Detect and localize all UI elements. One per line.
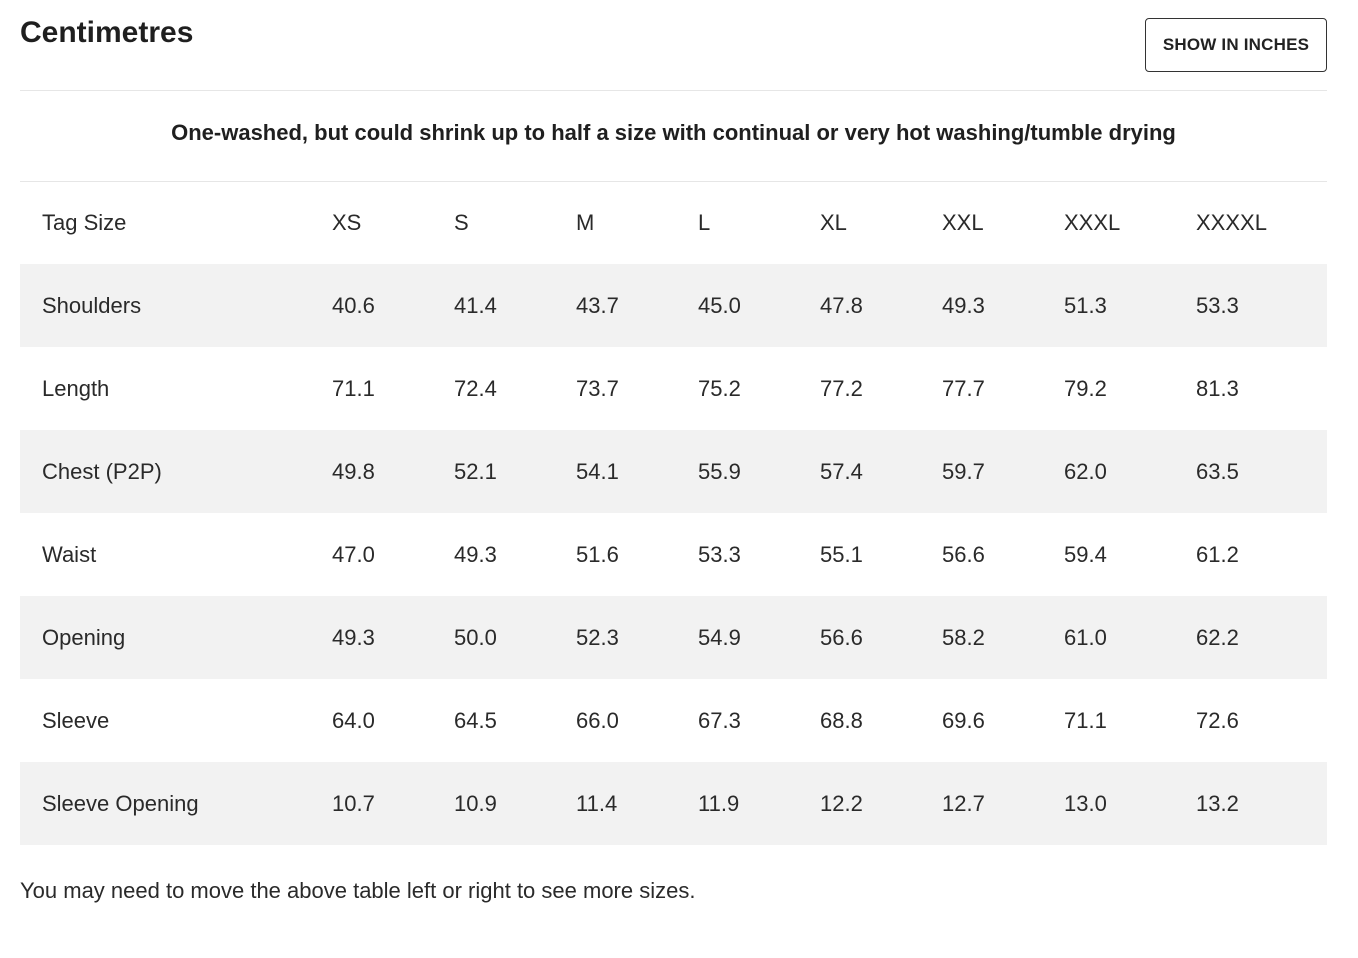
table-cell: 56.6 <box>942 541 985 567</box>
row-label: Shoulders <box>42 292 142 318</box>
table-cell: 71.1 <box>1064 707 1107 733</box>
table-cell: 75.2 <box>698 375 741 401</box>
table-cell: 59.7 <box>942 458 985 484</box>
table-header-cell: L <box>698 210 711 235</box>
table-header-row: Tag Size XS S M L XL XXL XXXL XXXXL <box>20 182 1327 264</box>
table-cell: 13.2 <box>1196 790 1239 816</box>
table-cell: 40.6 <box>332 292 375 318</box>
table-cell: 61.0 <box>1064 624 1107 650</box>
unit-title: Centimetres <box>20 16 194 49</box>
table-header-cell: S <box>454 210 469 235</box>
table-cell: 58.2 <box>942 624 985 650</box>
table-cell: 54.9 <box>698 624 741 650</box>
table-cell: 49.3 <box>942 292 985 318</box>
table-cell: 59.4 <box>1064 541 1107 567</box>
row-label: Chest (P2P) <box>42 458 162 484</box>
table-cell: 73.7 <box>576 375 619 401</box>
table-cell: 61.2 <box>1196 541 1239 567</box>
table-cell: 52.3 <box>576 624 619 650</box>
row-label: Sleeve Opening <box>42 790 199 816</box>
table-cell: 53.3 <box>698 541 741 567</box>
table-cell: 77.2 <box>820 375 863 401</box>
table-cell: 53.3 <box>1196 292 1239 318</box>
show-in-inches-button[interactable]: SHOW IN INCHES <box>1145 18 1327 72</box>
table-header-cell: XL <box>820 210 847 235</box>
table-row: Sleeve Opening 10.7 10.9 11.4 11.9 12.2 … <box>20 762 1327 845</box>
table-cell: 51.3 <box>1064 292 1107 318</box>
row-label: Waist <box>42 541 97 567</box>
table-cell: 49.3 <box>332 624 375 650</box>
table-cell: 12.2 <box>820 790 863 816</box>
table-row: Opening 49.3 50.0 52.3 54.9 56.6 58.2 61… <box>20 596 1327 679</box>
table-cell: 79.2 <box>1064 375 1107 401</box>
table-cell: 12.7 <box>942 790 985 816</box>
table-cell: 62.2 <box>1196 624 1239 650</box>
table-cell: 54.1 <box>576 458 619 484</box>
table-header-cell: XS <box>332 210 362 235</box>
table-cell: 67.3 <box>698 707 741 733</box>
table-cell: 11.4 <box>576 790 618 816</box>
table-cell: 57.4 <box>820 458 863 484</box>
table-cell: 47.8 <box>820 292 863 318</box>
table-cell: 68.8 <box>820 707 863 733</box>
table-cell: 10.7 <box>332 790 375 816</box>
table-row: Length 71.1 72.4 73.7 75.2 77.2 77.7 79.… <box>20 347 1327 430</box>
table-row: Sleeve 64.0 64.5 66.0 67.3 68.8 69.6 71.… <box>20 679 1327 762</box>
table-cell: 72.6 <box>1196 707 1239 733</box>
table-header-cell: Tag Size <box>42 210 127 235</box>
row-label: Length <box>42 375 110 401</box>
table-cell: 49.3 <box>454 541 497 567</box>
table-cell: 66.0 <box>576 707 619 733</box>
table-cell: 71.1 <box>332 375 375 401</box>
row-label: Sleeve <box>42 707 110 733</box>
table-row: Shoulders 40.6 41.4 43.7 45.0 47.8 49.3 … <box>20 264 1327 347</box>
shrinkage-note: One-washed, but could shrink up to half … <box>20 91 1327 182</box>
scroll-hint: You may need to move the above table lef… <box>20 878 696 903</box>
table-cell: 51.6 <box>576 541 619 567</box>
table-cell: 45.0 <box>698 292 741 318</box>
row-label: Opening <box>42 624 126 650</box>
table-cell: 49.8 <box>332 458 375 484</box>
table-cell: 69.6 <box>942 707 985 733</box>
table-cell: 55.1 <box>820 541 863 567</box>
table-cell: 13.0 <box>1064 790 1107 816</box>
table-header-cell: XXL <box>942 210 984 235</box>
table-cell: 81.3 <box>1196 375 1239 401</box>
table-cell: 55.9 <box>698 458 741 484</box>
table-cell: 77.7 <box>942 375 985 401</box>
size-chart-header: Centimetres SHOW IN INCHES <box>20 0 1327 91</box>
table-cell: 64.5 <box>454 707 497 733</box>
table-cell: 52.1 <box>454 458 497 484</box>
size-table[interactable]: Tag Size XS S M L XL XXL XXXL XXXXL Shou… <box>20 182 1327 845</box>
table-header-cell: M <box>576 210 595 235</box>
table-cell: 64.0 <box>332 707 375 733</box>
table-row: Chest (P2P) 49.8 52.1 54.1 55.9 57.4 59.… <box>20 430 1327 513</box>
table-cell: 10.9 <box>454 790 497 816</box>
table-cell: 41.4 <box>454 292 497 318</box>
table-row: Waist 47.0 49.3 51.6 53.3 55.1 56.6 59.4… <box>20 513 1327 596</box>
table-cell: 47.0 <box>332 541 375 567</box>
table-cell: 56.6 <box>820 624 863 650</box>
table-cell: 50.0 <box>454 624 497 650</box>
size-chart: Centimetres SHOW IN INCHES One-washed, b… <box>20 0 1327 903</box>
table-header-cell: XXXL <box>1064 210 1121 235</box>
table-cell: 62.0 <box>1064 458 1107 484</box>
table-header-cell: XXXXL <box>1196 210 1267 235</box>
table-cell: 63.5 <box>1196 458 1239 484</box>
table-cell: 72.4 <box>454 375 497 401</box>
table-cell: 11.9 <box>698 790 740 816</box>
table-cell: 43.7 <box>576 292 619 318</box>
